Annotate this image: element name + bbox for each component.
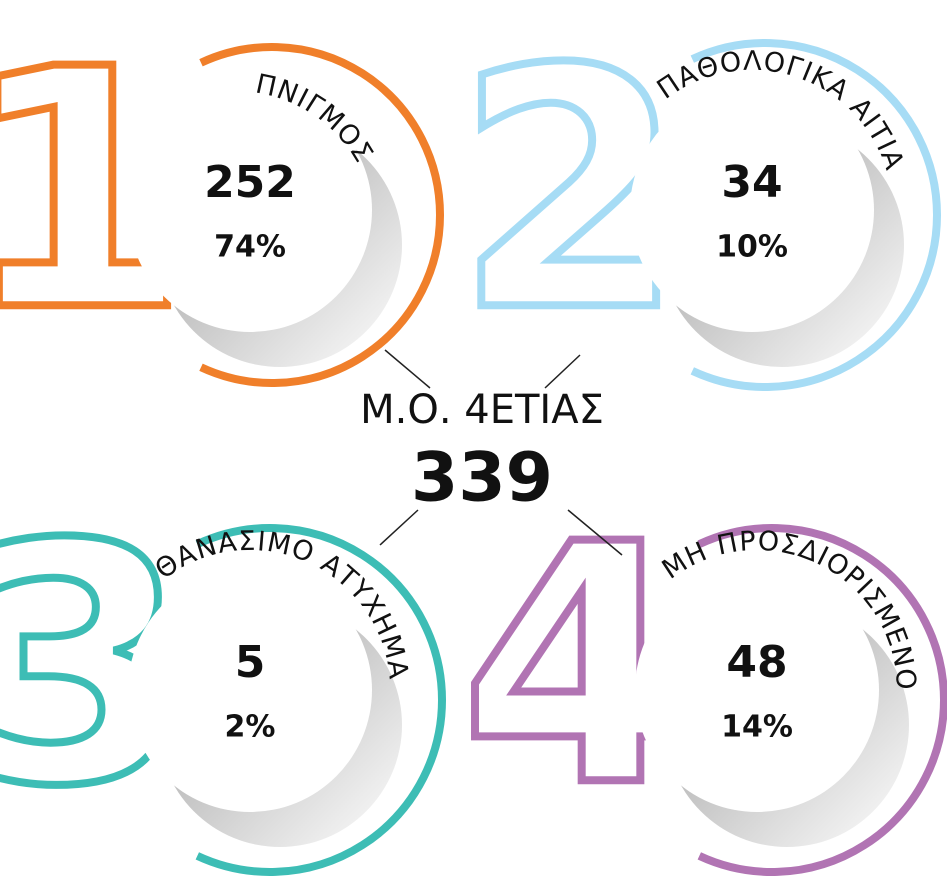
item-count: 48	[726, 637, 787, 688]
big-digit: 1	[0, 0, 190, 383]
item-count: 5	[235, 637, 266, 688]
big-digit: 2	[455, 0, 685, 383]
ring	[199, 43, 444, 387]
connector	[384, 349, 431, 389]
item-percent: 2%	[225, 710, 276, 745]
inner-circle	[630, 88, 874, 332]
item-percent: 74%	[214, 230, 286, 265]
inner-circle	[635, 568, 879, 812]
connector	[379, 509, 419, 546]
connector	[544, 354, 581, 389]
ring	[690, 39, 941, 391]
inner-circle	[128, 568, 372, 812]
connector	[567, 509, 623, 556]
item-count: 252	[204, 157, 296, 208]
item-count: 34	[721, 157, 782, 208]
center-label: Μ.Ο. 4ΕΤΙΑΣ	[360, 387, 604, 433]
item-percent: 14%	[721, 710, 793, 745]
center-value: 339	[411, 439, 553, 518]
item-percent: 10%	[716, 230, 788, 265]
ring	[697, 524, 947, 876]
inner-circle	[128, 88, 372, 332]
ring	[195, 524, 446, 876]
